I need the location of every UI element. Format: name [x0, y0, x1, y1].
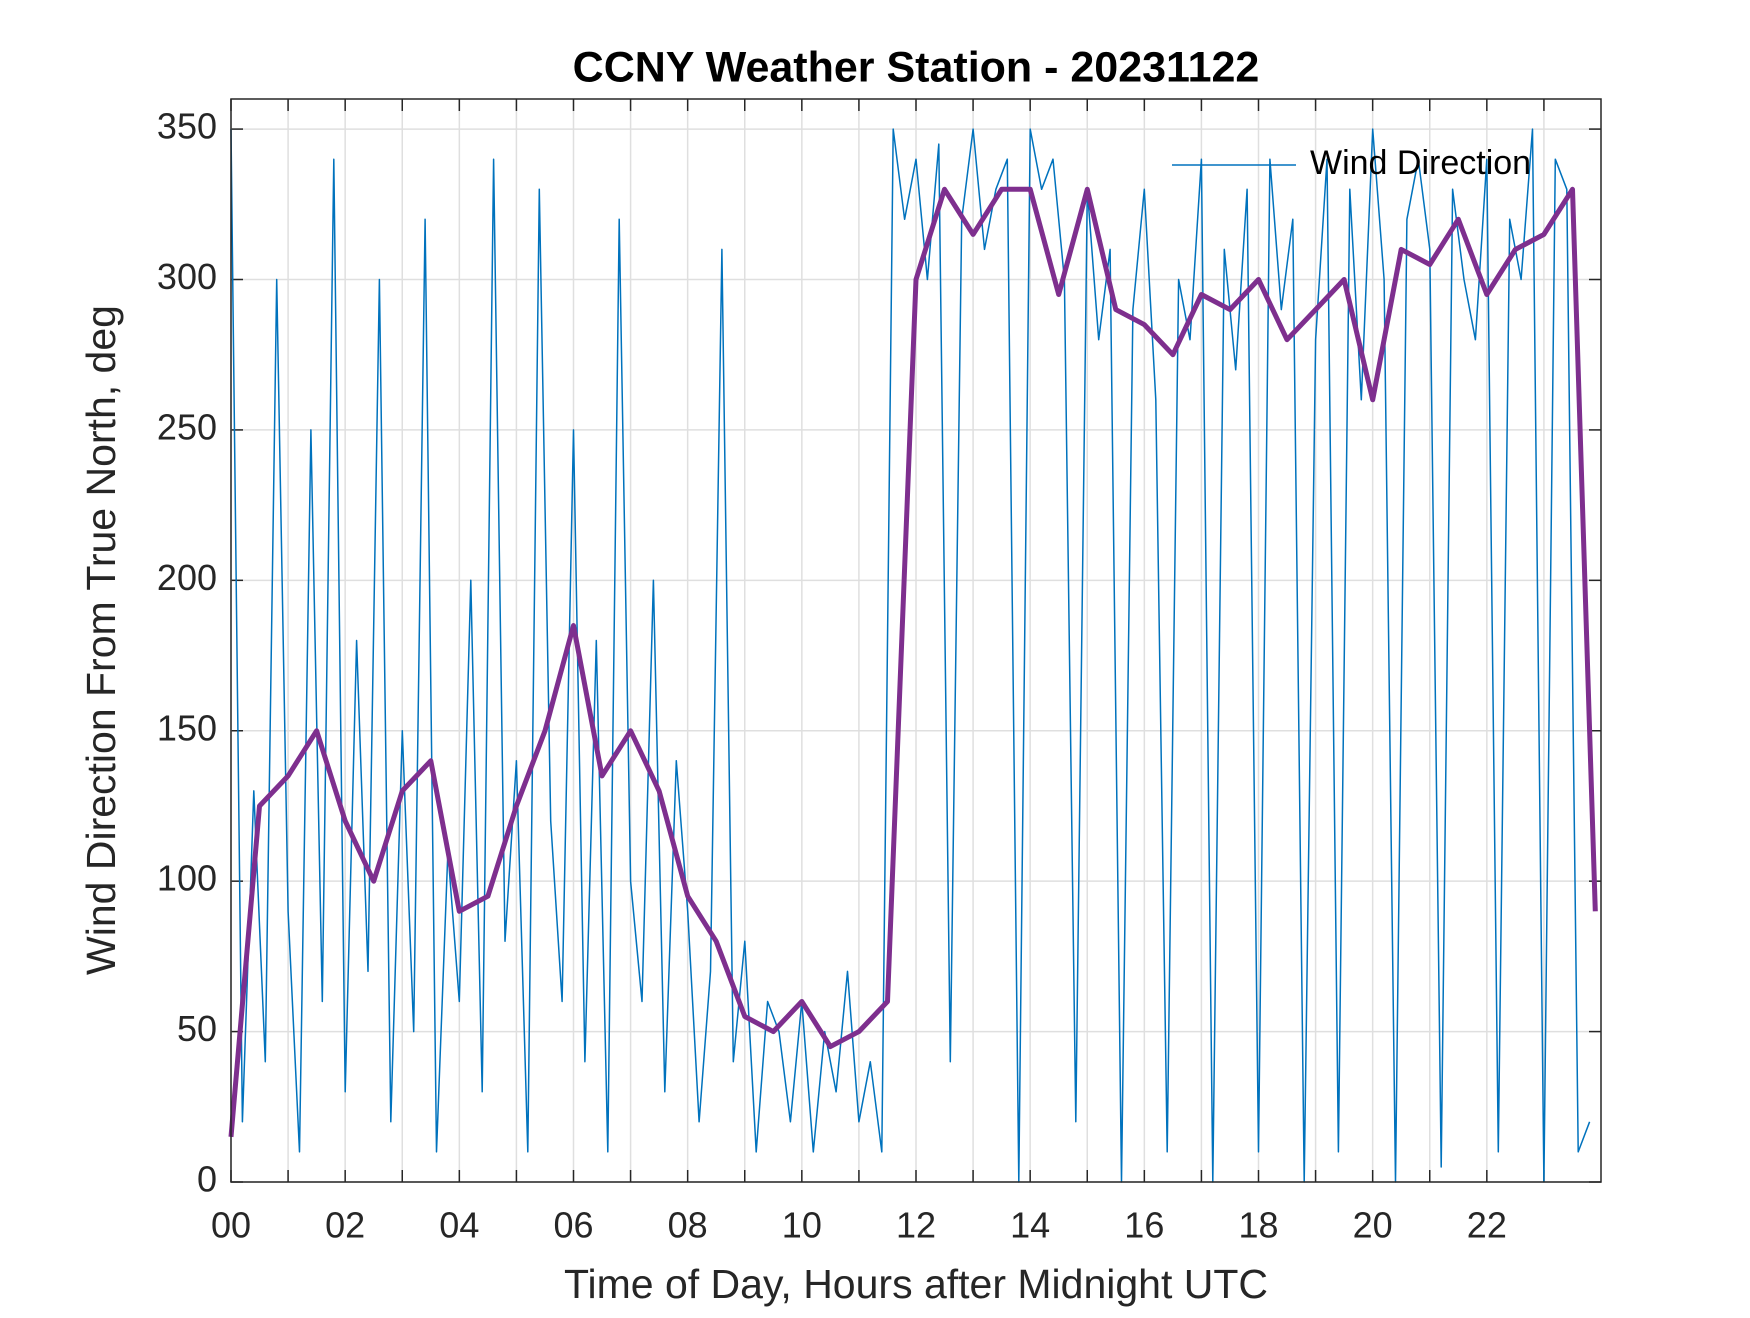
x-tick-label: 20: [1353, 1205, 1393, 1246]
y-tick-label: 300: [157, 256, 217, 297]
x-tick-label: 16: [1124, 1205, 1164, 1246]
y-tick-label: 350: [157, 106, 217, 147]
x-tick-label: 00: [211, 1205, 251, 1246]
y-tick-label: 250: [157, 406, 217, 447]
y-axis-label: Wind Direction From True North, deg: [78, 305, 124, 975]
x-axis-label: Time of Day, Hours after Midnight UTC: [564, 1261, 1268, 1307]
y-tick-label: 0: [197, 1159, 217, 1200]
x-tick-label: 06: [553, 1205, 593, 1246]
x-tick-label: 12: [896, 1205, 936, 1246]
x-tick-label: 14: [1010, 1205, 1050, 1246]
y-tick-label: 100: [157, 858, 217, 899]
x-tick-label: 08: [668, 1205, 708, 1246]
data-line: [228, 186, 1598, 1138]
x-tick-label: 18: [1238, 1205, 1278, 1246]
y-tick-label: 200: [157, 557, 217, 598]
x-tick-label: 10: [782, 1205, 822, 1246]
x-tick-label: 02: [325, 1205, 365, 1246]
legend-label: Wind Direction: [1310, 144, 1531, 182]
axes-box: [230, 98, 1602, 1183]
y-tick-label: 50: [177, 1008, 217, 1049]
chart-title: CCNY Weather Station - 20231122: [573, 43, 1260, 91]
x-tick-label: 04: [439, 1205, 479, 1246]
x-tick-label: 22: [1467, 1205, 1507, 1246]
y-tick-label: 150: [157, 707, 217, 748]
